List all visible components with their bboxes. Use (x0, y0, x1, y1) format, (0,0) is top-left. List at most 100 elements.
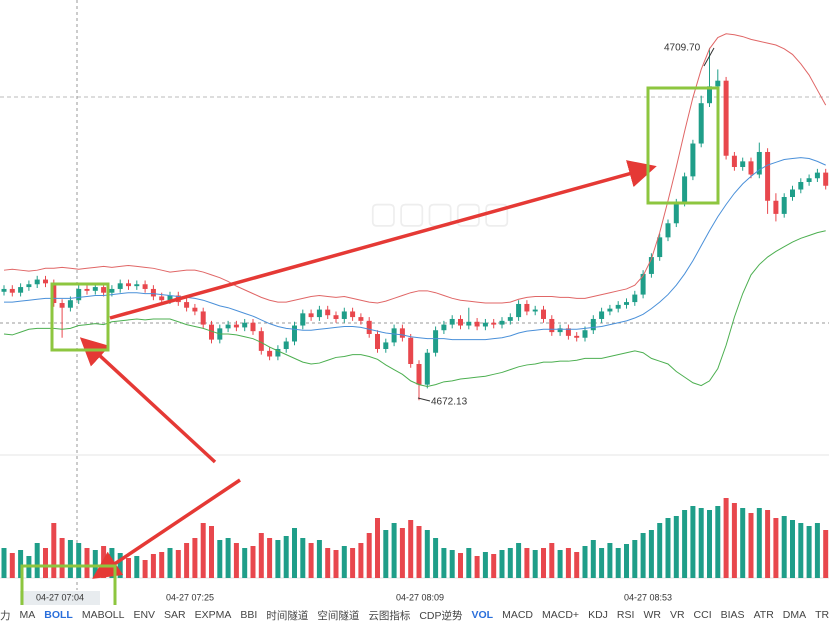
indicator-tab[interactable]: MACD (502, 609, 534, 621)
candle-body (383, 342, 389, 349)
indicator-tab[interactable]: MA (19, 609, 36, 621)
candle-body (424, 352, 430, 385)
candle-body (698, 103, 704, 144)
candle-body (524, 303, 530, 312)
indicator-tab[interactable]: WR (643, 609, 661, 621)
indicator-tab[interactable]: 空间隧道 (317, 609, 360, 622)
indicator-tab[interactable]: MABOLL (81, 609, 125, 621)
candle-body (574, 335, 580, 338)
indicator-tab[interactable]: 力 (0, 609, 11, 622)
box (646, 86, 720, 205)
volume-bar (84, 548, 90, 578)
arrow (109, 160, 657, 320)
volume-bar (441, 548, 447, 578)
volume-bar (375, 518, 380, 578)
indicator-tab[interactable]: RSI (616, 609, 635, 621)
volume-bar (698, 508, 704, 578)
candle-body (773, 200, 779, 214)
candle-body (707, 86, 712, 104)
indicator-tab[interactable]: ENV (133, 609, 156, 621)
indicator-tab[interactable]: VR (669, 609, 685, 621)
volume-bar (242, 548, 248, 578)
indicator-tab[interactable]: KDJ (588, 609, 608, 621)
candle-body (740, 161, 746, 167)
indicator-tab[interactable]: CDP逆势 (419, 609, 463, 622)
candle-body (599, 311, 605, 319)
volume-bar (250, 546, 256, 578)
candle-body (267, 350, 273, 357)
indicator-tab[interactable]: BBI (240, 609, 258, 621)
candle-body (507, 317, 513, 321)
indicator-tab[interactable]: TRIX (815, 609, 829, 621)
volume-bar (532, 550, 538, 578)
candle-body (134, 284, 140, 287)
volume-bar (665, 518, 671, 578)
volume-bar (209, 526, 214, 578)
volume-bar (92, 550, 98, 578)
volume-bar (9, 553, 15, 578)
volume-bar (707, 510, 712, 578)
indicator-tab[interactable]: 云图指标 (368, 609, 411, 622)
volume-bar (325, 548, 331, 578)
candle-body (399, 328, 405, 338)
volume-bar (275, 540, 281, 578)
candle-body (242, 322, 248, 328)
volume-bar (682, 510, 688, 578)
candle-body (474, 321, 480, 327)
candle-body (491, 322, 497, 325)
candle-body (142, 284, 148, 289)
volume-bar (557, 550, 563, 578)
candle-body (67, 300, 73, 308)
volume-bar (433, 538, 439, 578)
candle-body (541, 309, 546, 319)
volume-bar (150, 554, 156, 578)
volume-bar (192, 538, 198, 578)
candle-body (516, 303, 522, 318)
candle-body (756, 151, 762, 175)
volume-bar (715, 506, 721, 578)
volume-bar (731, 503, 737, 578)
candle-body (433, 330, 439, 353)
x-tick-label: 04-27 08:53 (624, 592, 672, 602)
candle-body (790, 189, 795, 198)
indicator-tab[interactable]: CCI (693, 609, 712, 621)
indicator-tab[interactable]: VOL (471, 609, 494, 621)
candle-body (18, 287, 24, 293)
candle-body (1, 288, 7, 292)
volume-bar (565, 548, 571, 578)
candle-body (615, 304, 621, 309)
indicator-toolbar: 力 MA BOLL MABOLL ENV SAR EXPMA BBI 时间隧道 空间隧道 云图指标 C… (0, 605, 829, 625)
candle-body (51, 283, 57, 304)
candle-body (532, 309, 538, 312)
candle-body (59, 303, 65, 308)
candle-body (715, 80, 721, 87)
indicator-tab[interactable]: MACD+ (542, 609, 580, 621)
candle-body (682, 176, 688, 203)
indicator-tab[interactable]: EXPMA (194, 609, 232, 621)
high-label: 4709.70 (664, 43, 701, 54)
volume-bar (341, 546, 347, 578)
arrow (79, 337, 217, 464)
candle-body (333, 315, 339, 319)
volume-bar (117, 553, 123, 578)
candle-body (499, 320, 505, 325)
volume-bar (590, 540, 596, 578)
indicator-tab[interactable]: SAR (164, 609, 186, 621)
candle-body (549, 318, 555, 333)
indicator-tab[interactable]: 时间隧道 (266, 609, 309, 622)
volume-bar (59, 538, 65, 578)
volume-bar (350, 548, 356, 578)
volume-bar (76, 543, 82, 578)
volume-bar (43, 548, 48, 578)
candle-body (34, 279, 40, 285)
indicator-tab[interactable]: DMA (782, 609, 807, 621)
marks (1, 33, 829, 578)
volume-bar (308, 543, 314, 578)
volume-bar (458, 553, 463, 578)
volume-bar (34, 543, 40, 578)
candle-body (441, 324, 447, 331)
indicator-tab[interactable]: BIAS (720, 609, 745, 621)
indicator-tab[interactable]: ATR (753, 609, 774, 621)
volume-bar (159, 552, 165, 578)
indicator-tab[interactable]: BOLL (44, 609, 73, 621)
